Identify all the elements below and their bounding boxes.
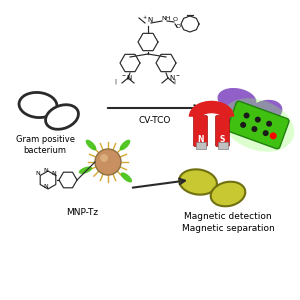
Text: O: O xyxy=(173,17,178,22)
Ellipse shape xyxy=(46,105,79,129)
FancyBboxPatch shape xyxy=(227,101,289,149)
Ellipse shape xyxy=(248,100,282,124)
Text: Gram positive
bacterium: Gram positive bacterium xyxy=(16,135,74,155)
Ellipse shape xyxy=(121,172,132,182)
Ellipse shape xyxy=(218,89,256,111)
Text: NH: NH xyxy=(161,16,170,21)
Text: N: N xyxy=(52,171,56,176)
Circle shape xyxy=(100,154,108,162)
Ellipse shape xyxy=(120,140,130,150)
Text: CV-TCO: CV-TCO xyxy=(139,116,171,125)
Bar xyxy=(196,142,206,149)
Ellipse shape xyxy=(19,92,57,118)
Circle shape xyxy=(95,149,121,175)
Text: N$^-$: N$^-$ xyxy=(169,73,181,82)
Ellipse shape xyxy=(211,182,245,206)
Text: |: | xyxy=(114,79,116,85)
Text: |: | xyxy=(173,79,175,85)
Text: N: N xyxy=(197,135,204,144)
Circle shape xyxy=(244,112,250,118)
Text: $^-$N: $^-$N xyxy=(120,73,133,82)
Text: O: O xyxy=(176,24,181,29)
Circle shape xyxy=(266,121,272,127)
Text: N: N xyxy=(44,184,48,189)
Text: $^+$N: $^+$N xyxy=(141,15,153,25)
Text: S: S xyxy=(220,135,225,144)
Ellipse shape xyxy=(222,98,294,152)
Ellipse shape xyxy=(179,169,217,195)
Text: N: N xyxy=(44,168,48,173)
Circle shape xyxy=(251,126,257,132)
FancyBboxPatch shape xyxy=(215,116,230,146)
Text: MNP-Tz: MNP-Tz xyxy=(66,208,98,217)
Text: N: N xyxy=(36,171,40,176)
Circle shape xyxy=(270,132,277,140)
Text: Magnetic detection
Magnetic separation: Magnetic detection Magnetic separation xyxy=(182,212,274,233)
Circle shape xyxy=(255,117,261,123)
Circle shape xyxy=(240,122,246,128)
Ellipse shape xyxy=(79,167,92,174)
Bar xyxy=(218,142,227,149)
Circle shape xyxy=(263,130,269,136)
FancyBboxPatch shape xyxy=(194,116,208,146)
Ellipse shape xyxy=(85,140,96,150)
